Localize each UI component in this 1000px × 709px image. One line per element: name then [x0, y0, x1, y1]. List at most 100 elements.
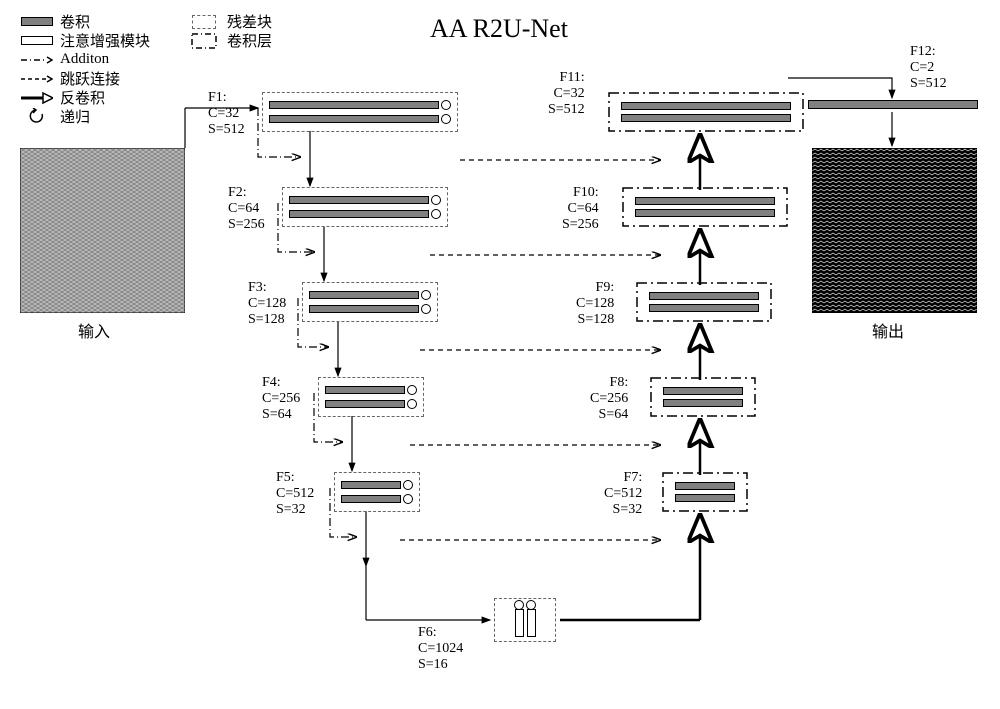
- f7-name: F7:: [604, 470, 642, 486]
- f10-name: F10:: [562, 185, 599, 201]
- label-f3: F3: C=128 S=128: [248, 280, 286, 328]
- f1-s: S=512: [208, 122, 245, 138]
- f10-bar1: [635, 197, 775, 205]
- block-f2: [282, 187, 448, 227]
- f5-name: F5:: [276, 470, 314, 486]
- attention-icon: [18, 36, 56, 45]
- label-f11: F11: C=32 S=512: [548, 70, 585, 118]
- output-image: [812, 148, 977, 313]
- f11-name: F11:: [548, 70, 585, 86]
- legend-addition: Additon: [18, 50, 150, 69]
- f11-bar1: [621, 102, 791, 110]
- f11-c: C=32: [548, 86, 585, 102]
- label-f10: F10: C=64 S=256: [562, 185, 599, 233]
- legend-attention-label: 注意增强模块: [60, 30, 150, 51]
- label-f2: F2: C=64 S=256: [228, 185, 265, 233]
- block-f5: [334, 472, 420, 512]
- block-f11: [608, 92, 804, 132]
- legend-skip-label: 跳跃连接: [60, 68, 120, 89]
- legend-residual-label: 残差块: [227, 11, 272, 32]
- label-f7: F7: C=512 S=32: [604, 470, 642, 518]
- legend-residual: 残差块: [185, 12, 272, 31]
- legend-skip: 跳跃连接: [18, 69, 150, 88]
- f3-name: F3:: [248, 280, 286, 296]
- f8-s: S=64: [590, 407, 628, 423]
- block-f1: [262, 92, 458, 132]
- convlayer-icon: [185, 33, 223, 49]
- f9-name: F9:: [576, 280, 614, 296]
- diagram-title: AA R2U-Net: [430, 14, 568, 44]
- f8-name: F8:: [590, 375, 628, 391]
- label-f6: F6: C=1024 S=16: [418, 625, 463, 673]
- block-f10: [622, 187, 788, 227]
- f6-name: F6:: [418, 625, 463, 641]
- f6-bar1: [515, 609, 524, 637]
- conv-icon: [18, 17, 56, 26]
- block-f8: [650, 377, 756, 417]
- f3-bar2: [309, 304, 431, 314]
- f5-bar2: [341, 494, 413, 504]
- f4-name: F4:: [262, 375, 300, 391]
- f6-s: S=16: [418, 657, 463, 673]
- legend-conv-label: 卷积: [60, 11, 90, 32]
- f7-bar1: [675, 482, 735, 490]
- block-f9: [636, 282, 772, 322]
- legend-col-2: 残差块 卷积层: [185, 12, 272, 50]
- label-f9: F9: C=128 S=128: [576, 280, 614, 328]
- label-f8: F8: C=256 S=64: [590, 375, 628, 423]
- f1-bar1: [269, 100, 451, 110]
- f3-s: S=128: [248, 312, 286, 328]
- block-f7: [662, 472, 748, 512]
- f1-c: C=32: [208, 106, 245, 122]
- f4-c: C=256: [262, 391, 300, 407]
- deconv-icon: [18, 91, 56, 105]
- f2-c: C=64: [228, 201, 265, 217]
- legend-deconv: 反卷积: [18, 88, 150, 107]
- block-f12: [808, 100, 978, 109]
- legend-recursion-label: 递归: [60, 106, 90, 127]
- f7-s: S=32: [604, 502, 642, 518]
- f4-s: S=64: [262, 407, 300, 423]
- f3-bar1: [309, 290, 431, 300]
- f10-s: S=256: [562, 217, 599, 233]
- skip-icon: [18, 75, 56, 83]
- f6-c: C=1024: [418, 641, 463, 657]
- f12-name: F12:: [910, 44, 947, 60]
- f4-bar2: [325, 399, 417, 409]
- legend-addition-label: Additon: [60, 51, 109, 68]
- f6-bar2: [527, 609, 536, 637]
- block-f6: [494, 598, 556, 642]
- f1-bar2: [269, 114, 451, 124]
- legend-attention: 注意增强模块: [18, 31, 150, 50]
- f1-name: F1:: [208, 90, 245, 106]
- addition-icon: [18, 56, 56, 64]
- f9-s: S=128: [576, 312, 614, 328]
- f12-s: S=512: [910, 76, 947, 92]
- recursion-icon: [18, 108, 56, 126]
- f3-c: C=128: [248, 296, 286, 312]
- legend-col-1: 卷积 注意增强模块 Additon 跳跃连接 反卷积 递归: [18, 12, 150, 126]
- f2-s: S=256: [228, 217, 265, 233]
- f2-bar1: [289, 195, 441, 205]
- legend-convlayer-label: 卷积层: [227, 30, 272, 51]
- f10-bar2: [635, 209, 775, 217]
- f8-bar2: [663, 399, 743, 407]
- input-label: 输入: [78, 318, 110, 342]
- f11-bar2: [621, 114, 791, 122]
- f10-c: C=64: [562, 201, 599, 217]
- f5-s: S=32: [276, 502, 314, 518]
- legend-recursion: 递归: [18, 107, 150, 126]
- f2-bar2: [289, 209, 441, 219]
- f2-name: F2:: [228, 185, 265, 201]
- f12-c: C=2: [910, 60, 947, 76]
- f5-bar1: [341, 480, 413, 490]
- label-f1: F1: C=32 S=512: [208, 90, 245, 138]
- label-f5: F5: C=512 S=32: [276, 470, 314, 518]
- f8-bar1: [663, 387, 743, 395]
- f8-c: C=256: [590, 391, 628, 407]
- legend-deconv-label: 反卷积: [60, 87, 105, 108]
- legend-convlayer: 卷积层: [185, 31, 272, 50]
- block-f3: [302, 282, 438, 322]
- residual-icon: [185, 15, 223, 29]
- legend-conv: 卷积: [18, 12, 150, 31]
